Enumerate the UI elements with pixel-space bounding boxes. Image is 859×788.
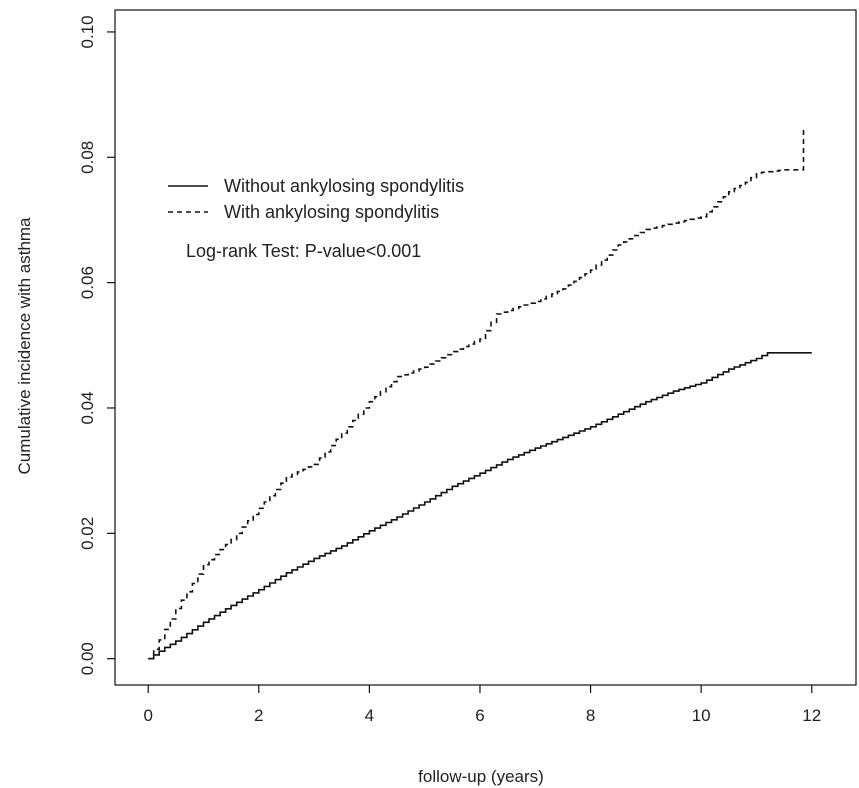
legend-label-with: With ankylosing spondylitis: [224, 202, 439, 222]
y-tick-label: 0.10: [78, 15, 97, 48]
y-axis: 0.00 0.02 0.04 0.06 0.08 0.10: [78, 15, 115, 675]
x-tick-label: 8: [586, 706, 595, 725]
series-line-with-as: [148, 129, 805, 660]
y-axis-label: Cumulative incidence with asthma: [15, 217, 34, 475]
y-tick-label: 0.08: [78, 141, 97, 174]
x-tick-label: 10: [692, 706, 711, 725]
x-tick-label: 6: [475, 706, 484, 725]
x-axis-label: follow-up (years): [418, 767, 544, 786]
y-tick-label: 0.02: [78, 517, 97, 550]
plot-frame: [114, 9, 857, 686]
x-tick-label: 2: [254, 706, 263, 725]
x-tick-label: 12: [802, 706, 821, 725]
series-line-without-as: [148, 352, 812, 660]
x-tick-label: 4: [365, 706, 374, 725]
y-tick-label: 0.06: [78, 266, 97, 299]
legend: Without ankylosing spondylitis With anky…: [168, 176, 464, 222]
y-tick-label: 0.00: [78, 642, 97, 675]
y-tick-label: 0.04: [78, 391, 97, 424]
series-layer: [148, 129, 812, 660]
x-tick-label: 0: [143, 706, 152, 725]
legend-label-without: Without ankylosing spondylitis: [224, 176, 464, 196]
x-axis: 0 2 4 6 8 10 12: [143, 685, 821, 725]
log-rank-annotation: Log-rank Test: P-value<0.001: [186, 241, 421, 261]
